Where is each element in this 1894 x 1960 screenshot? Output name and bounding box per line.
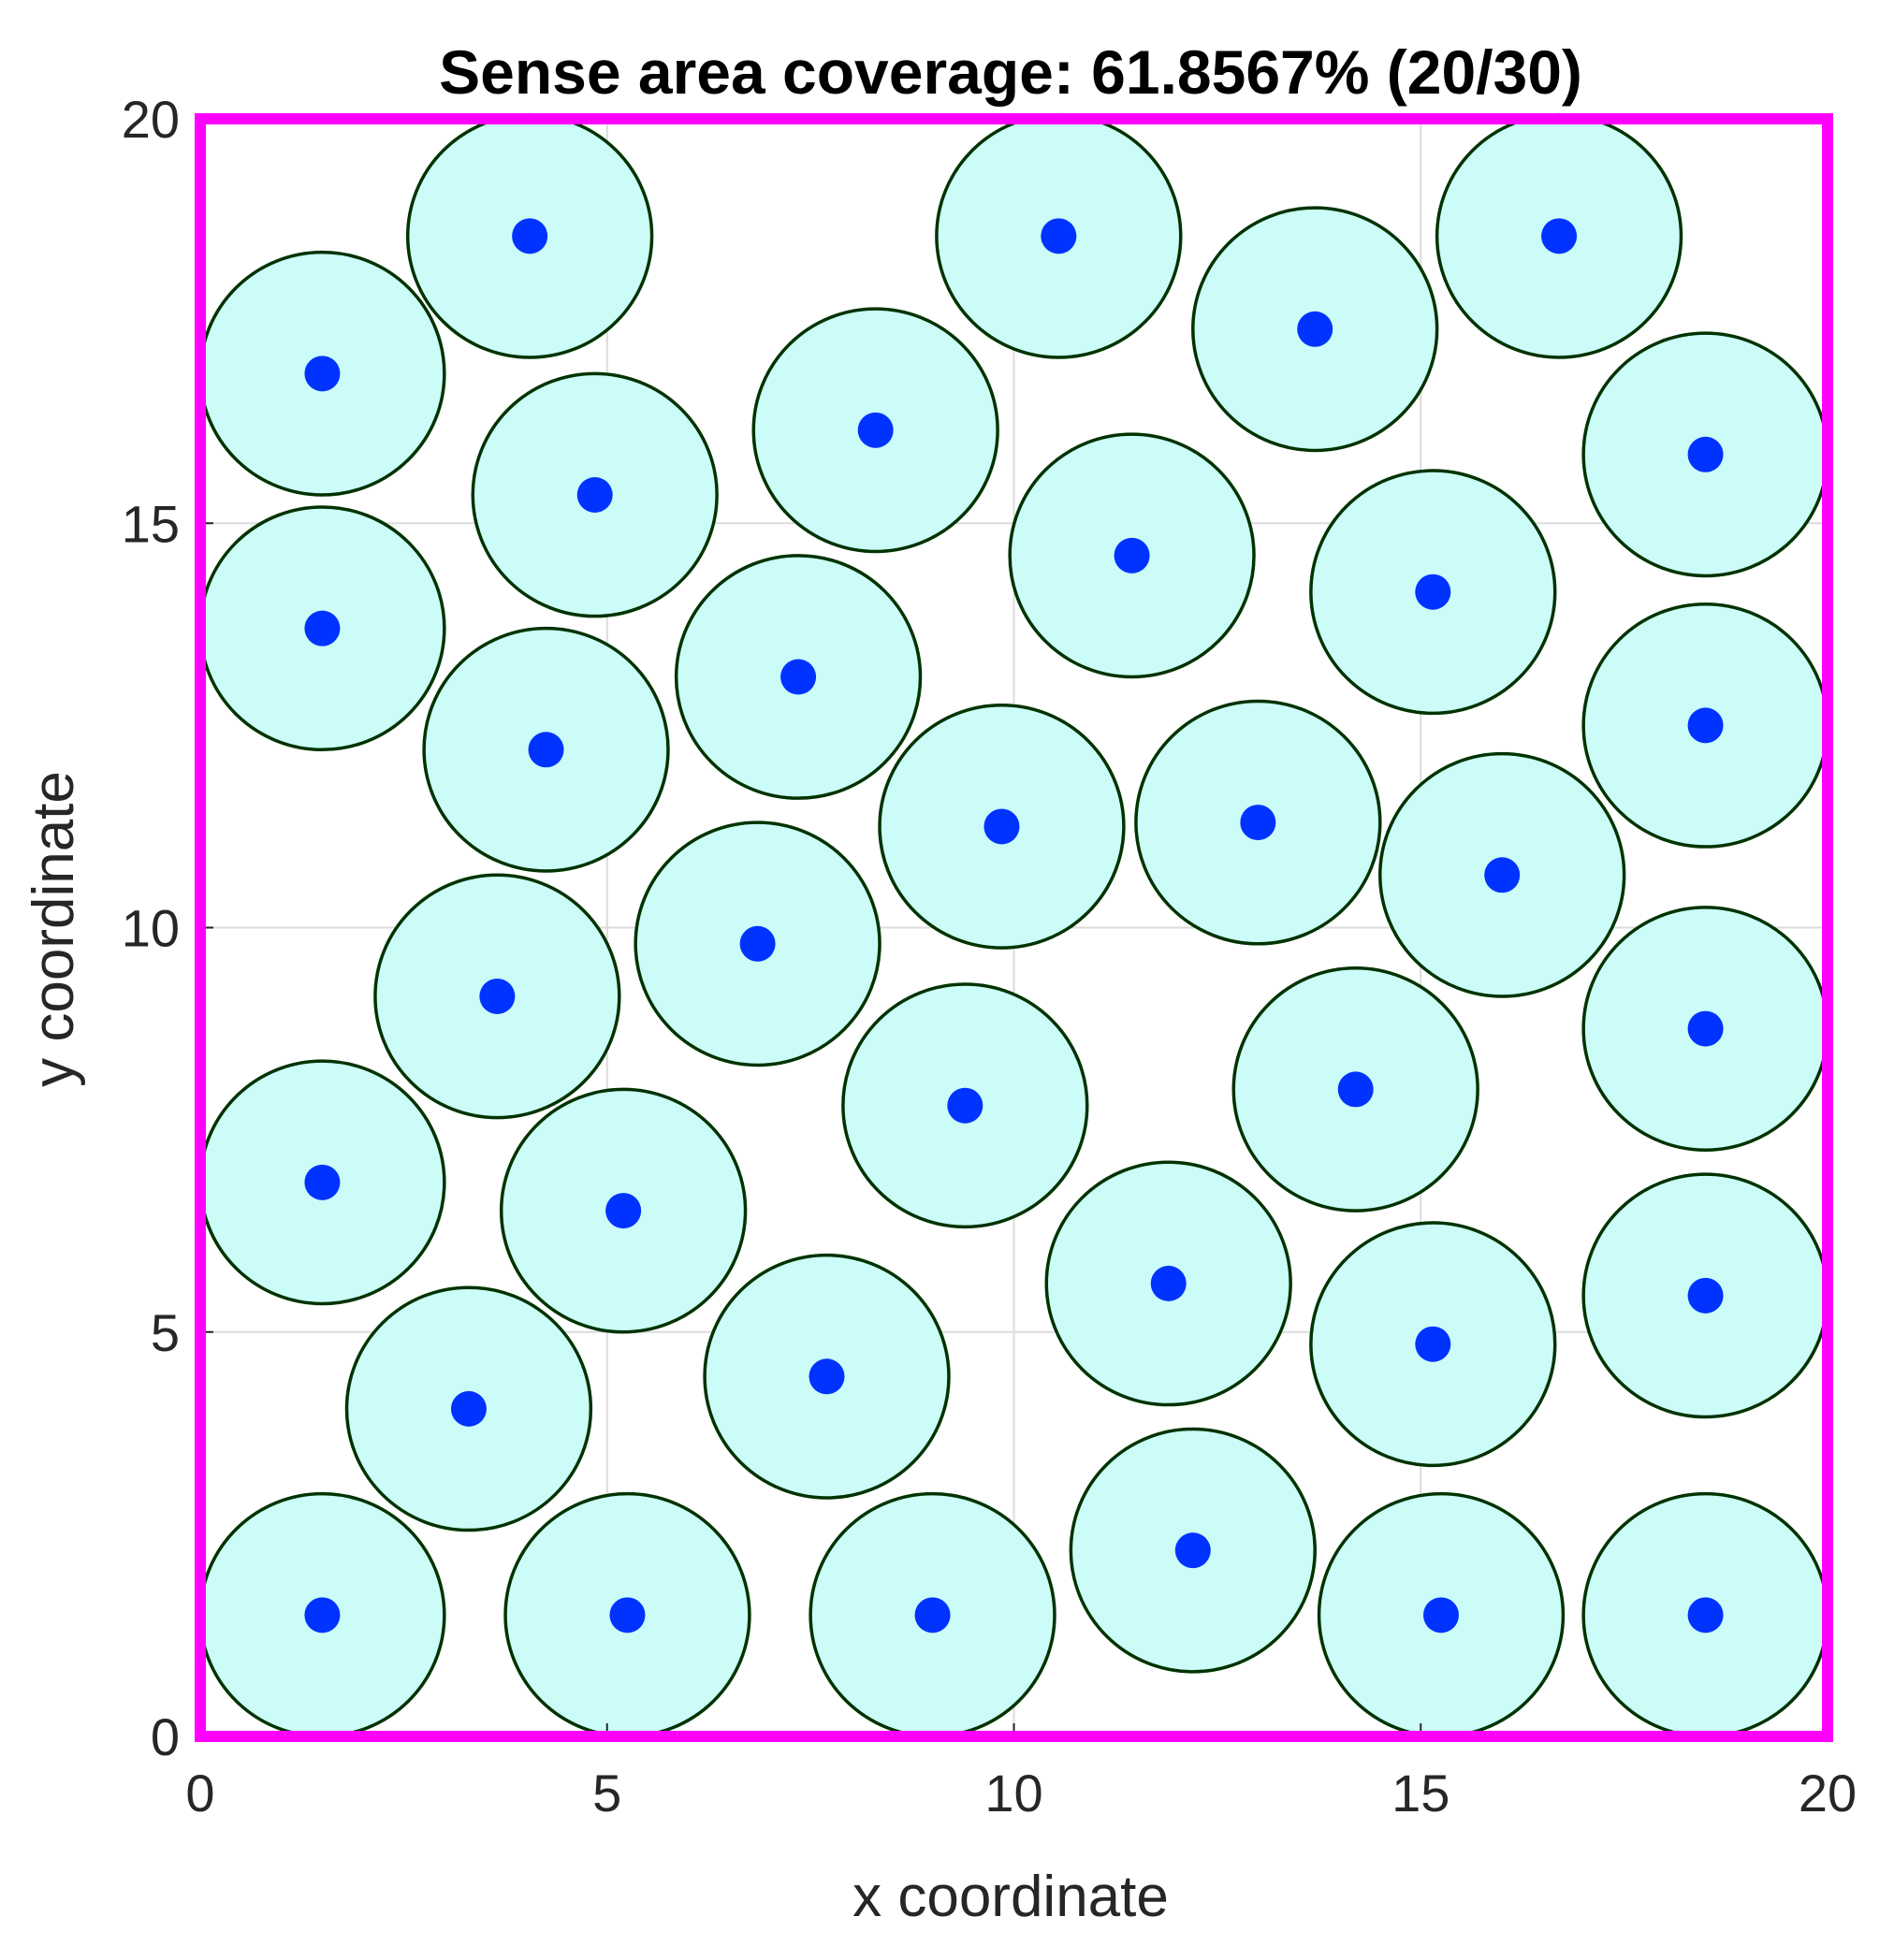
- y-axis-label: y coordinate: [22, 771, 86, 1087]
- x-axis-label: x coordinate: [852, 1865, 1169, 1929]
- x-tick-label: 15: [1391, 1764, 1450, 1822]
- axis-ticks: 0 5 10 15 20 0 5 10 15 20: [122, 90, 1857, 1822]
- sensor-node-point: [609, 1597, 646, 1633]
- plot-area-border: [195, 113, 1833, 1742]
- sensor-node-point: [528, 732, 564, 768]
- sensor-node-point: [1297, 311, 1333, 347]
- sensor-node-point: [1687, 436, 1724, 472]
- sensor-node-point: [1114, 537, 1150, 573]
- sensor-node-point: [809, 1358, 845, 1395]
- sensor-node-point: [947, 1087, 983, 1124]
- sensor-node-point: [1422, 1597, 1459, 1633]
- x-tick-label: 10: [984, 1764, 1042, 1822]
- sensor-node-point: [1415, 1326, 1451, 1362]
- sensor-node-point: [1541, 218, 1578, 254]
- sensor-node-point: [304, 610, 341, 646]
- sensor-node-point: [1484, 857, 1521, 893]
- y-tick-label: 0: [151, 1707, 180, 1766]
- sensor-node-point: [1687, 1010, 1724, 1047]
- y-tick-label: 15: [122, 494, 180, 553]
- y-tick-label: 10: [122, 899, 180, 958]
- sensor-nodes: [304, 218, 1724, 1633]
- sensor-node-point: [1174, 1532, 1211, 1569]
- sensor-node-point: [914, 1597, 951, 1633]
- x-tick-label: 5: [592, 1764, 621, 1822]
- sensor-node-point: [1687, 1597, 1724, 1633]
- sensor-node-point: [1687, 707, 1724, 744]
- y-tick-label: 20: [122, 90, 180, 149]
- sensor-node-point: [479, 978, 516, 1014]
- x-tick-label: 20: [1799, 1764, 1857, 1822]
- x-tick-label: 0: [185, 1764, 214, 1822]
- sensor-node-point: [1687, 1277, 1724, 1314]
- sensor-node-point: [780, 659, 817, 695]
- sensor-node-point: [304, 356, 341, 392]
- sensor-node-point: [304, 1597, 341, 1633]
- chart-title: Sense area coverage: 61.8567% (20/30): [439, 37, 1582, 107]
- sensor-node-point: [739, 925, 776, 962]
- sensor-node-point: [1415, 573, 1451, 610]
- sensor-node-point: [304, 1164, 341, 1200]
- sensor-node-point: [450, 1390, 487, 1427]
- y-tick-label: 5: [151, 1303, 180, 1362]
- sensor-node-point: [576, 476, 613, 513]
- sensor-node-point: [1150, 1265, 1187, 1301]
- sensor-node-point: [983, 808, 1020, 845]
- sensor-node-point: [512, 218, 548, 254]
- sensor-node-point: [605, 1193, 642, 1229]
- sensor-node-point: [857, 412, 894, 448]
- sensor-node-point: [1240, 805, 1276, 841]
- sensor-node-point: [1041, 218, 1077, 254]
- sensor-node-point: [1337, 1071, 1374, 1108]
